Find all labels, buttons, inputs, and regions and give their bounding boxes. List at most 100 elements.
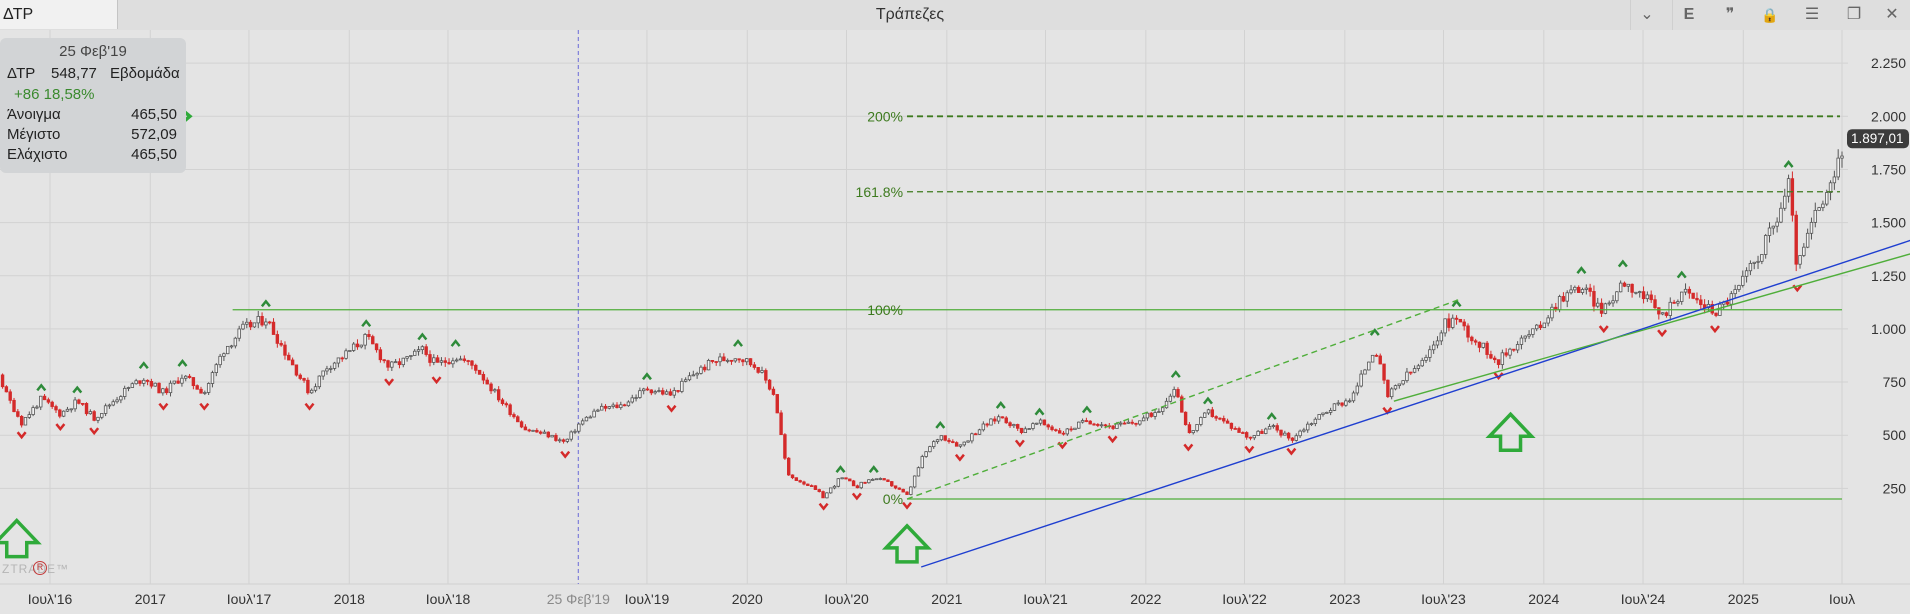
candle-body: [111, 401, 115, 406]
candle-body: [1038, 419, 1043, 424]
candle-body: [1069, 428, 1073, 431]
swing-low-marker: [1286, 447, 1297, 456]
candle-body: [271, 321, 276, 335]
candle-body: [302, 378, 306, 381]
watermark-r-icon: R: [33, 561, 47, 575]
symbol-field[interactable]: ΔΤΡ: [0, 0, 118, 29]
info-price: 548,77: [51, 65, 97, 82]
candle-body: [1515, 344, 1520, 351]
swing-low-marker: [1107, 435, 1118, 444]
candle-body: [657, 390, 661, 392]
candle-body: [1828, 182, 1833, 193]
x-tick-label: Ιουλ'24: [1621, 591, 1666, 607]
candle-body: [1378, 355, 1382, 365]
candle-body: [1519, 337, 1524, 345]
candle-body: [1783, 195, 1787, 209]
candle-body: [1493, 357, 1497, 361]
price-chart[interactable]: Ιουλ'16 2017 Ιουλ'17 2018 Ιουλ'18 25 Φεβ'19 Ιο…: [0, 30, 1910, 614]
candle-body: [859, 481, 863, 489]
restore-window-icon[interactable]: ❐: [1846, 6, 1862, 23]
swing-high-marker: [935, 420, 946, 429]
candle-body: [546, 431, 550, 438]
info-open-label: Άνοιγμα: [7, 106, 61, 123]
candle-body: [1141, 417, 1146, 422]
y-axis-panel: [1848, 30, 1910, 584]
candle-body: [287, 354, 291, 361]
x-tick-label: Ιουλ'22: [1222, 591, 1267, 607]
candle-body: [1057, 430, 1062, 434]
candle-body: [977, 429, 982, 435]
candle-body: [363, 334, 367, 346]
chevron-down-icon[interactable]: ⌄: [1630, 0, 1663, 30]
x-tick-label: 2018: [334, 591, 365, 607]
candle-body: [413, 350, 417, 356]
candle-body: [1027, 428, 1031, 430]
candle-body: [600, 405, 604, 411]
quote-icon[interactable]: ❞: [1725, 6, 1735, 23]
swing-high-marker: [1034, 407, 1045, 416]
swing-high-marker: [417, 332, 428, 341]
candle-body: [1248, 436, 1253, 439]
candle-body: [50, 401, 54, 407]
swing-high-marker: [1170, 370, 1181, 378]
last-price-label: 1.897,01: [1851, 131, 1904, 146]
candle-body: [1569, 289, 1573, 294]
candle-body: [783, 434, 787, 459]
candle-body: [989, 418, 993, 426]
swing-low-marker: [1183, 443, 1194, 452]
candle-body: [954, 442, 959, 447]
candle-body: [245, 321, 249, 325]
candle-body: [1244, 432, 1249, 438]
candle-body: [1603, 303, 1608, 314]
x-tick-label: 2025: [1728, 591, 1759, 607]
candle-body: [168, 382, 173, 394]
swing-low-marker: [818, 502, 829, 511]
candle-body: [355, 343, 360, 348]
x-tick-label: Ιουλ'23: [1421, 591, 1466, 607]
candle-body: [77, 399, 81, 404]
lock-icon[interactable]: 🔒: [1761, 7, 1779, 23]
candle-body: [1512, 348, 1516, 351]
candle-body: [1042, 419, 1047, 426]
candle-body: [130, 383, 135, 388]
candle-body: [1664, 312, 1669, 316]
info-period: Εβδομάδα: [110, 65, 180, 82]
candle-body: [374, 343, 379, 351]
candle-body: [306, 379, 310, 394]
e-icon[interactable]: E: [1672, 0, 1705, 30]
candle-body: [596, 409, 600, 412]
candle-body: [340, 357, 344, 360]
swing-high-marker: [1266, 412, 1277, 420]
candle-body: [687, 375, 692, 381]
candle-body: [1584, 287, 1589, 290]
candle-body: [1065, 428, 1070, 435]
candle-body: [1191, 430, 1195, 434]
candle-body: [248, 321, 253, 328]
candle-body: [1660, 312, 1665, 315]
candle-body: [443, 360, 447, 363]
candle-body: [435, 357, 440, 363]
candle-body: [378, 349, 383, 361]
swing-low-marker: [1244, 445, 1255, 454]
candle-body: [1634, 291, 1638, 294]
candle-body: [1775, 221, 1779, 227]
candle-body: [1588, 287, 1592, 292]
candle-body: [1451, 317, 1455, 328]
candle-body: [1466, 325, 1470, 338]
trendline: [920, 239, 1910, 568]
candle-body: [0, 374, 5, 388]
menu-icon[interactable]: ☰: [1804, 6, 1820, 23]
candle-body: [229, 345, 234, 348]
candle-body: [542, 431, 547, 434]
candle-body: [1760, 254, 1764, 262]
candle-body: [122, 387, 127, 397]
candle-body: [290, 359, 295, 366]
candle-body: [1431, 344, 1436, 351]
candle-body: [1477, 341, 1482, 348]
candle-body: [939, 435, 944, 441]
candle-body: [1798, 255, 1802, 265]
candle-body: [1412, 368, 1417, 373]
close-icon[interactable]: ✕: [1885, 6, 1899, 23]
candle-body: [1809, 221, 1814, 234]
candle-body: [802, 481, 806, 485]
